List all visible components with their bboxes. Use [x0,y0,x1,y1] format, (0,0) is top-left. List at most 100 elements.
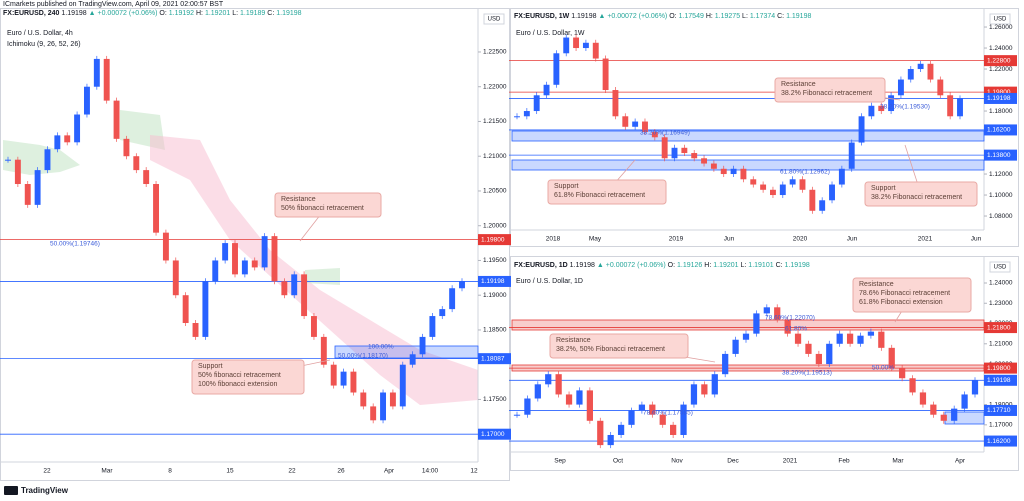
fib-zone [944,411,985,425]
candle [133,156,140,171]
candle [543,84,550,96]
ohlc-label: O: [159,10,166,17]
candle [899,368,906,379]
candle [553,53,560,85]
y-tick-label: 1.10000 [989,192,1013,199]
candle [573,37,580,49]
fib-label: 61.80%(1.12962) [780,169,830,176]
candle [586,390,593,421]
candle [690,384,698,405]
x-tick-label: Jun [847,236,858,243]
price-label-bg [984,55,1017,67]
candle [930,404,937,415]
x-tick-label: Sep [554,458,566,465]
callout-text: 100% fibonacci extension [198,381,277,388]
y-tick-label: 1.17500 [483,396,507,403]
ohlc-label: C: [267,10,274,17]
candle [961,394,968,409]
ohlc-label: H: [196,10,203,17]
candle [878,105,885,112]
price-label-bg [478,275,511,287]
candle [760,184,767,190]
candle [701,384,708,395]
ohlc-value: 1.19275 [715,13,740,20]
ohlc-value: 1.19126 [677,262,702,269]
currency-badge [989,13,1011,25]
y-tick-label: 1.12000 [989,171,1013,178]
tradingview-logo: TradingView [4,486,69,495]
y-tick-label: 1.19500 [483,257,507,264]
candle [524,398,531,415]
callout-box [774,77,886,103]
candle [789,179,796,185]
candle [514,116,520,118]
candle [799,179,806,190]
callout-text: 78.6% Fibonacci retracement [859,290,950,297]
price-label-bg [984,124,1017,136]
price-label: 1.19198 [481,278,505,285]
candle [380,392,387,421]
fib-label: 100.00% [368,344,394,351]
candle [93,58,100,87]
y-tick-label: 1.26000 [989,24,1013,31]
price-label: 1.22800 [987,57,1011,64]
candle [172,260,179,296]
candle [957,98,963,117]
candle [907,69,914,80]
symbol-legend: FX:EURUSD, 1W 1.19198 ▲ +0.00072 (+0.06%… [514,13,811,20]
price-label-bg [984,404,1017,416]
currency-badge [483,13,505,25]
candle [750,179,757,185]
callout-text: 61.8% Fibonacci retracement [554,192,645,199]
fib-label: 38.20%(1.16949) [640,130,690,137]
price-label-bg [984,149,1017,161]
price-label: 1.16200 [987,438,1011,445]
candle [34,170,41,205]
y-tick-label: 1.18000 [989,401,1013,408]
change: ▲ +0.00072 (+0.06%) [89,10,158,17]
callout-text: 50% fibonacci retracement [198,372,281,379]
candle [917,63,924,70]
x-tick-label: 22 [288,468,296,475]
callout-text: 61.8% Fibonacci extension [859,299,943,306]
ohlc-value: 1.17549 [679,13,704,20]
price-label: 1.17710 [987,407,1011,414]
candle [389,392,396,407]
ichimoku-cloud [305,268,340,285]
price-label-bg [984,86,1017,98]
candle [545,374,552,385]
candle [805,343,812,354]
x-tick-label: 12 [470,468,478,475]
price-label: 1.21800 [987,324,1011,331]
candle [419,336,426,355]
candle [370,406,377,421]
candle [711,374,718,395]
y-tick-label: 1.17000 [989,422,1013,429]
callout-text: Resistance [859,281,894,288]
candle [680,404,687,435]
y-tick-label: 1.20500 [483,188,507,195]
price-label-bg [984,92,1017,104]
candle [202,281,209,337]
candle [113,100,120,139]
candle [533,95,540,112]
candle [399,364,406,407]
ohlc-label: L: [232,10,238,17]
callout-text: Support [554,183,579,190]
candle [439,309,446,317]
fib-label: 78.60%(1.17585) [643,410,693,417]
price-label-bg [478,234,511,246]
candle [612,90,619,117]
candle [784,319,791,334]
fib-label: 61.80% [785,326,807,333]
fib-label: 38.20%(1.19530) [880,104,930,111]
candle [271,236,278,282]
price-label: 1.13800 [987,152,1011,159]
candle [829,184,835,201]
callout-text: 38.2% Fibonacci retracement [781,90,872,97]
candle [632,121,639,127]
candle [732,339,739,354]
logo-mark [4,486,18,495]
candle [937,79,944,96]
candle [722,353,729,375]
